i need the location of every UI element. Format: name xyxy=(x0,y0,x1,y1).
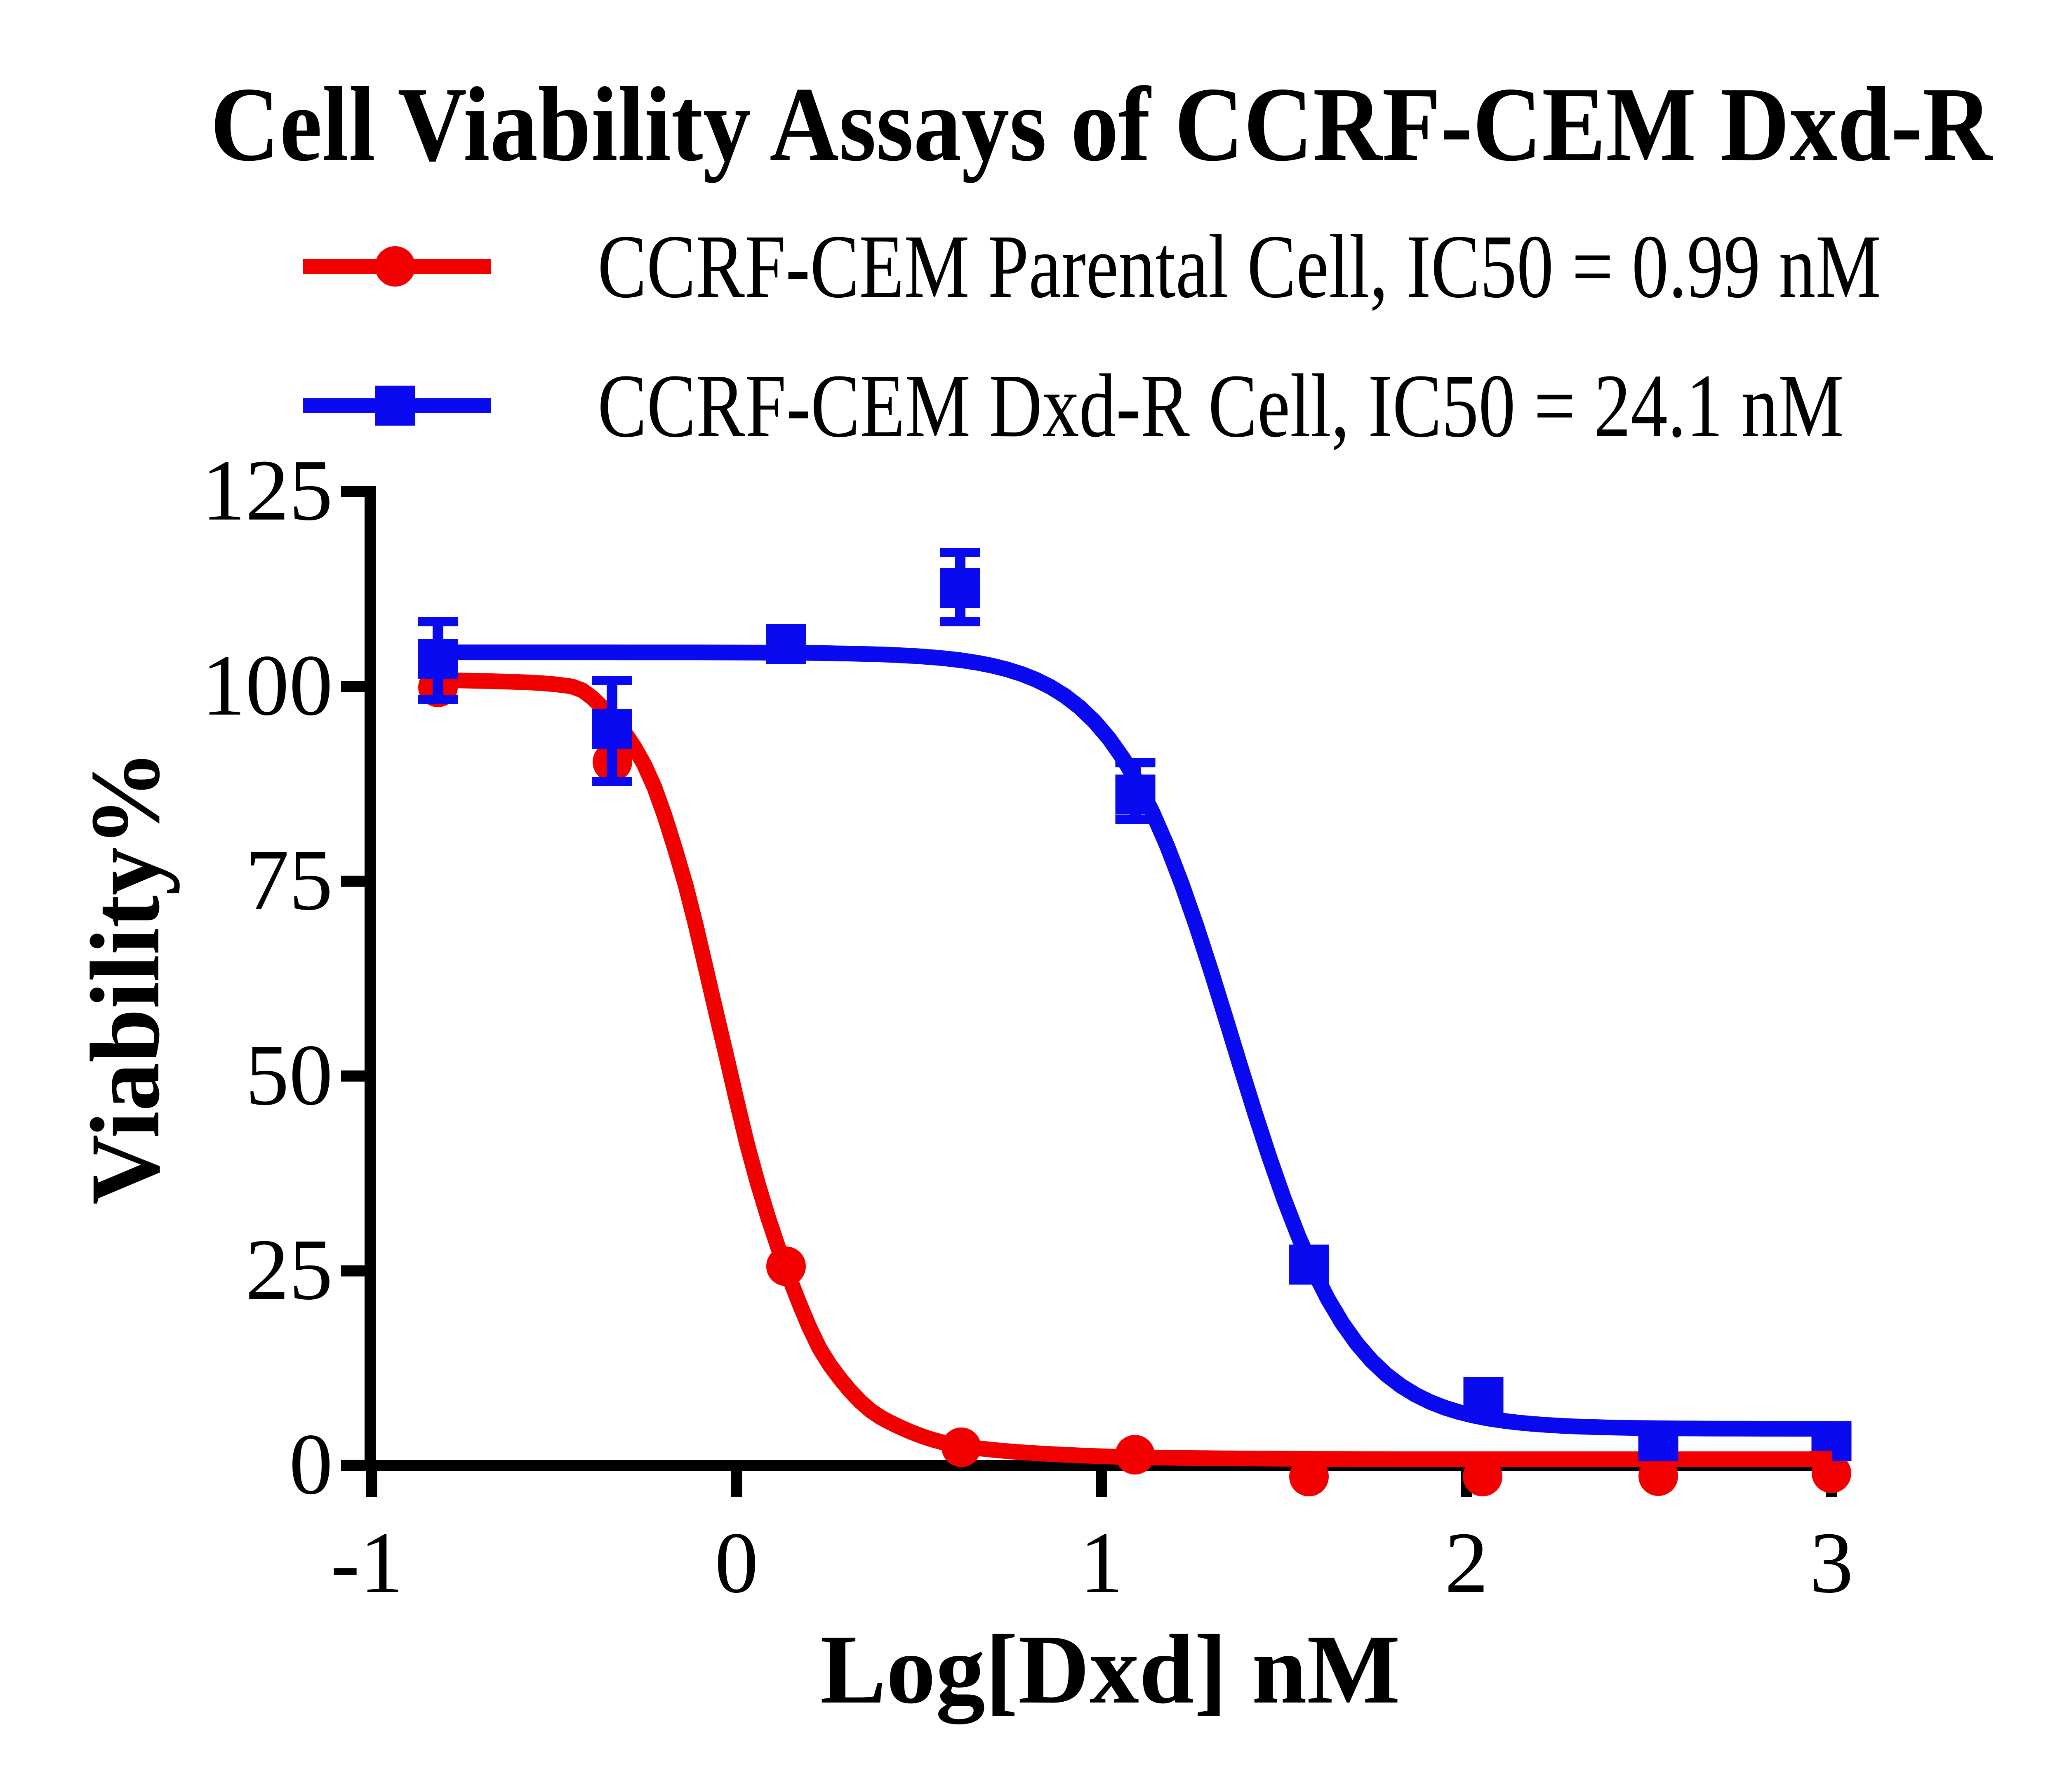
svg-text:50: 50 xyxy=(245,1026,333,1123)
svg-text:2: 2 xyxy=(1445,1514,1488,1611)
svg-text:125: 125 xyxy=(202,442,333,539)
svg-text:0: 0 xyxy=(715,1514,758,1611)
svg-text:3: 3 xyxy=(1810,1514,1853,1611)
svg-text:75: 75 xyxy=(245,831,333,928)
svg-text:Cell Viability Assays of CCRF-: Cell Viability Assays of CCRF-CEM Dxd-R xyxy=(210,65,1993,183)
svg-text:100: 100 xyxy=(202,637,333,734)
svg-text:CCRF-CEM Dxd-R Cell, IC50 = 24: CCRF-CEM Dxd-R Cell, IC50 = 24.1 nM xyxy=(598,355,1844,456)
svg-text:Log[Dxd] nM: Log[Dxd] nM xyxy=(820,1614,1401,1724)
svg-text:0: 0 xyxy=(289,1416,333,1512)
svg-text:Viability%: Viability% xyxy=(70,750,180,1205)
svg-text:CCRF-CEM Parental Cell, IC50 =: CCRF-CEM Parental Cell, IC50 = 0.99 nM xyxy=(598,216,1881,317)
svg-text:25: 25 xyxy=(245,1221,333,1318)
svg-text:1: 1 xyxy=(1080,1514,1123,1611)
svg-text:-1: -1 xyxy=(331,1514,404,1611)
